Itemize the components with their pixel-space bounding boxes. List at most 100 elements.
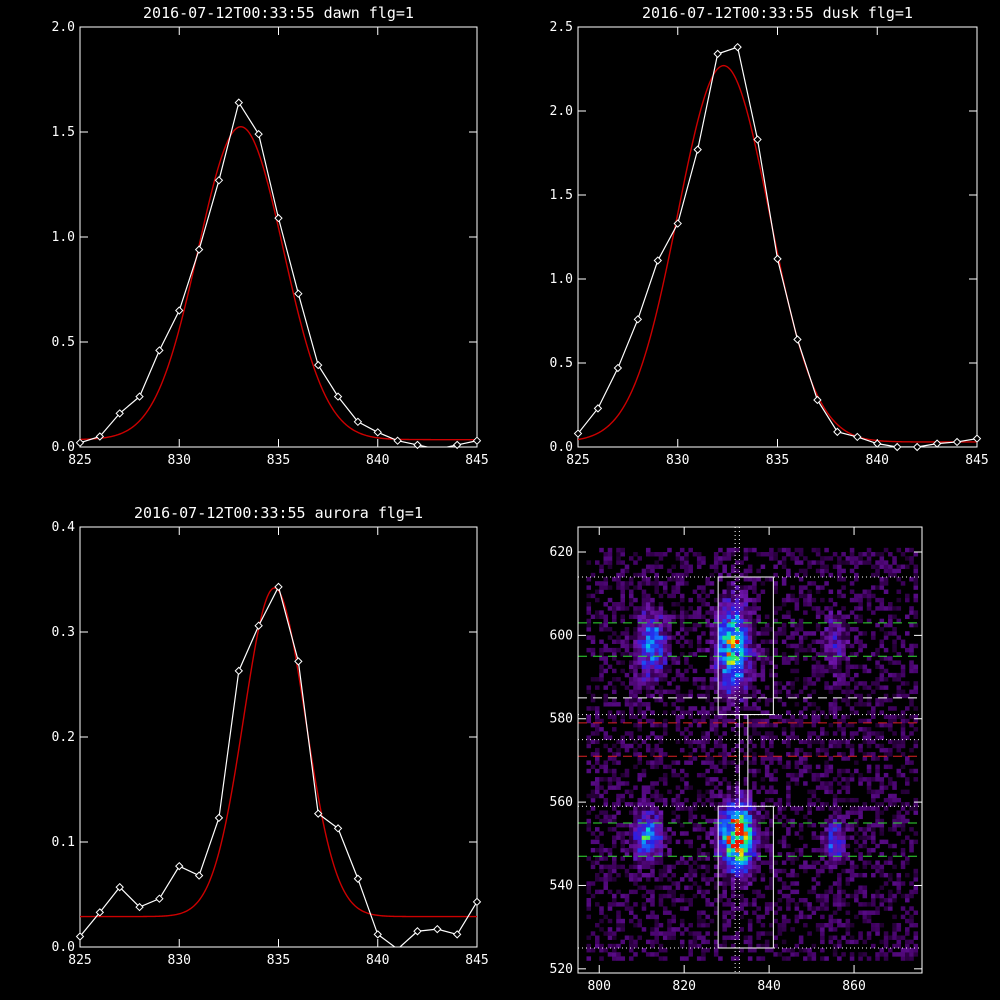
image-pixel [811, 606, 817, 611]
image-pixel [798, 806, 804, 811]
image-pixel [662, 672, 668, 678]
image-pixel [824, 647, 829, 653]
aurora-ytick-label: 0.2 [52, 730, 75, 745]
image-pixel [824, 681, 829, 686]
image-pixel [590, 677, 596, 682]
image-pixel [764, 735, 770, 740]
image-pixel [637, 822, 643, 828]
image-pixel [692, 627, 698, 632]
image-pixel [794, 572, 800, 578]
image-pixel [675, 814, 681, 820]
image-pixel [811, 597, 817, 603]
image-pixel [909, 606, 914, 611]
image-pixel [820, 597, 825, 603]
image-pixel [739, 614, 744, 619]
image-pixel [837, 922, 842, 928]
image-pixel [722, 610, 727, 615]
image-pixel [645, 847, 651, 853]
image-pixel [641, 572, 647, 578]
image-pixel [628, 681, 634, 686]
image-pixel [603, 552, 609, 557]
image-pixel [786, 772, 791, 778]
image-pixel [633, 835, 638, 840]
image-pixel [866, 606, 872, 611]
image-pixel [713, 656, 719, 661]
image-pixel [679, 564, 685, 569]
image-pixel [845, 614, 851, 619]
image-pixel [794, 902, 800, 907]
image-pixel [645, 685, 651, 690]
image-pixel [654, 931, 659, 936]
image-pixel [896, 618, 902, 624]
image-pixel [764, 718, 770, 724]
image-pixel [879, 735, 885, 740]
image-pixel [696, 693, 702, 699]
image-pixel [841, 627, 846, 632]
image-pixel [845, 672, 851, 678]
image-pixel [815, 806, 821, 811]
image-pixel [633, 689, 638, 695]
image-pixel [807, 902, 812, 907]
image-pixel [735, 685, 740, 690]
image-pixel [650, 952, 655, 957]
image-pixel [760, 739, 766, 745]
image-pixel [773, 768, 778, 774]
image-pixel [862, 864, 868, 870]
image-pixel [594, 768, 600, 774]
image-pixel [798, 714, 804, 720]
image-pixel [815, 860, 821, 865]
image-pixel [637, 735, 643, 740]
image-pixel [722, 672, 727, 678]
image-pixel [837, 768, 842, 774]
image-pixel [845, 668, 851, 674]
image-pixel [628, 943, 634, 949]
image-pixel [718, 818, 723, 824]
image-pixel [679, 572, 685, 578]
image-pixel [807, 802, 812, 807]
dawn-data-point [95, 432, 105, 441]
image-pixel [726, 643, 732, 649]
image-pixel [811, 802, 817, 807]
image-pixel [832, 618, 838, 624]
image-pixel [854, 710, 859, 715]
image-pixel [862, 664, 868, 670]
image-pixel [815, 677, 821, 682]
image-pixel [756, 914, 761, 920]
image-pixel [832, 714, 838, 720]
image-pixel [645, 693, 651, 699]
image-pixel [828, 647, 834, 653]
image-pixel [790, 556, 795, 561]
image-pixel [709, 664, 715, 670]
image-pixel [858, 852, 863, 857]
image-pixel [883, 693, 889, 699]
image-pixel [845, 556, 851, 561]
image-pixel [892, 556, 897, 561]
image-pixel [650, 652, 655, 657]
image-pixel [739, 881, 744, 886]
image-pixel [815, 752, 821, 757]
dusk-data-point [813, 395, 822, 405]
image-pixel [841, 647, 846, 653]
image-pixel [667, 547, 672, 553]
image-pixel [616, 781, 621, 786]
image-pixel [633, 610, 638, 615]
image-pixel [696, 935, 702, 940]
image-pixel [735, 660, 740, 665]
image-pixel [650, 564, 655, 569]
image-pixel [760, 564, 766, 569]
image-pixel [654, 843, 659, 849]
image-pixel [756, 839, 761, 845]
image-pixel [781, 731, 787, 736]
image-pixel [662, 702, 668, 707]
dusk-xtick-label: 840 [866, 453, 889, 468]
dawn-ytick-label: 1.0 [52, 230, 75, 245]
image-pixel [590, 647, 596, 653]
image-pixel [645, 860, 651, 865]
image-pixel [756, 906, 761, 911]
image-pixel [713, 864, 719, 870]
image-pixel [701, 956, 706, 961]
image-pixel [684, 806, 689, 811]
image-pixel [871, 710, 876, 715]
image-pixel [679, 697, 685, 703]
image-pixel [888, 764, 893, 770]
